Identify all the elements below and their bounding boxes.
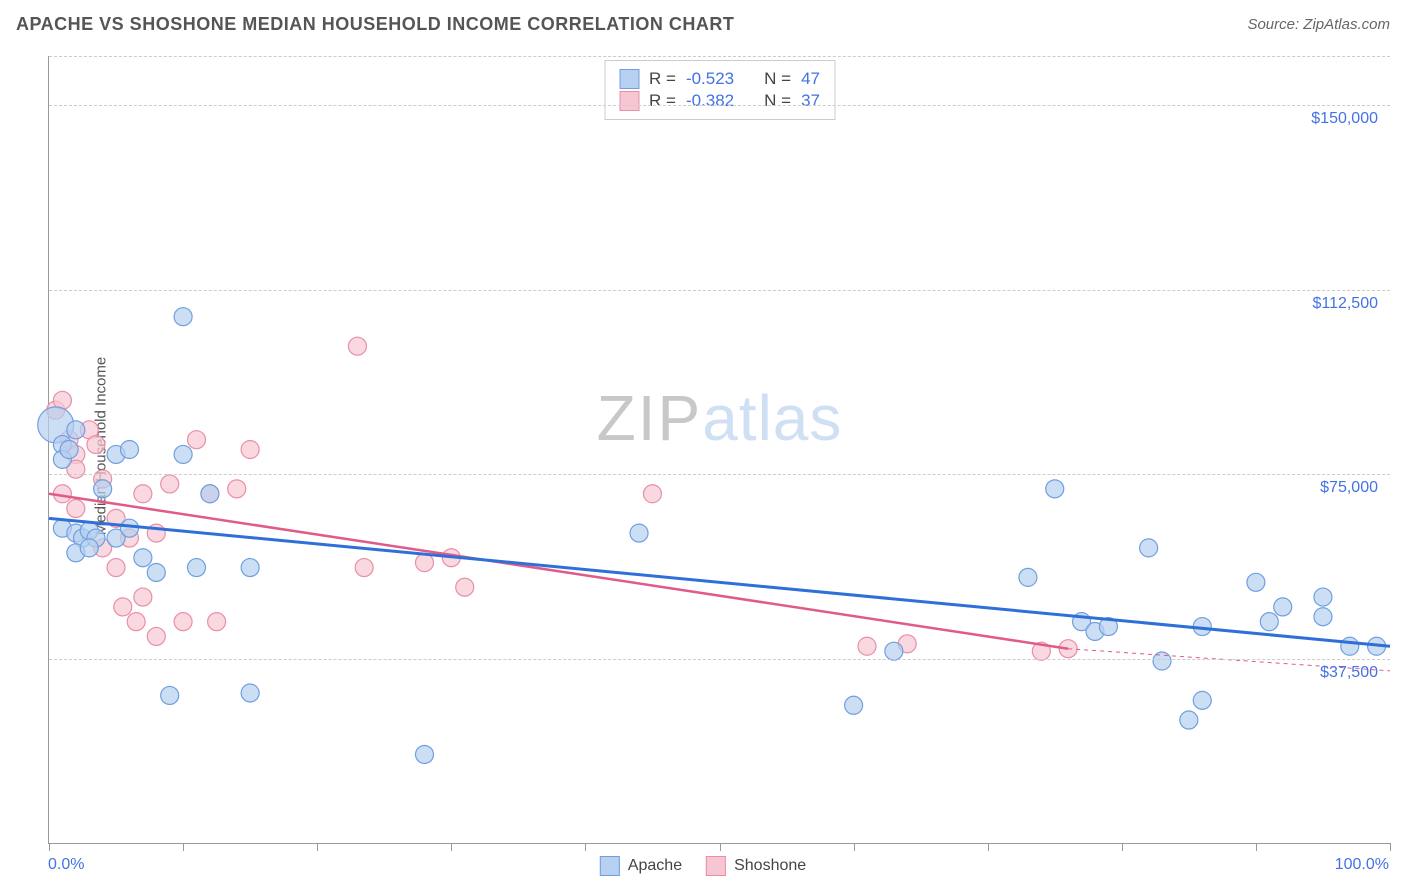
- data-point-shoshone: [456, 578, 474, 596]
- data-point-apache: [174, 308, 192, 326]
- stats-legend-box: R = -0.523 N = 47 R = -0.382 N = 37: [604, 60, 835, 120]
- stats-row-shoshone: R = -0.382 N = 37: [619, 91, 820, 111]
- legend-item-apache: Apache: [600, 856, 682, 876]
- y-tick-label: $150,000: [1311, 110, 1378, 128]
- data-point-apache: [1019, 568, 1037, 586]
- data-point-shoshone: [174, 613, 192, 631]
- data-point-apache: [1247, 573, 1265, 591]
- x-tick-label: 100.0%: [1335, 856, 1389, 874]
- data-point-shoshone: [67, 500, 85, 518]
- scatter-svg: [49, 56, 1390, 843]
- data-point-shoshone: [241, 441, 259, 459]
- data-point-apache: [1193, 691, 1211, 709]
- data-point-apache: [1153, 652, 1171, 670]
- y-tick-label: $75,000: [1320, 479, 1378, 497]
- stat-n-value-shoshone: 37: [801, 91, 820, 111]
- stats-row-apache: R = -0.523 N = 47: [619, 69, 820, 89]
- stat-r-value-apache: -0.523: [686, 69, 734, 89]
- x-tick: [854, 843, 855, 851]
- legend-item-shoshone: Shoshone: [706, 856, 806, 876]
- stat-r-label: R =: [649, 91, 676, 111]
- chart-title: APACHE VS SHOSHONE MEDIAN HOUSEHOLD INCO…: [16, 14, 734, 35]
- x-tick: [451, 843, 452, 851]
- data-point-shoshone: [228, 480, 246, 498]
- data-point-shoshone: [355, 559, 373, 577]
- data-point-shoshone: [134, 485, 152, 503]
- stat-r-label: R =: [649, 69, 676, 89]
- data-point-apache: [174, 445, 192, 463]
- data-point-shoshone: [107, 559, 125, 577]
- data-point-apache: [1341, 637, 1359, 655]
- data-point-apache: [1180, 711, 1198, 729]
- gridline: [49, 105, 1390, 106]
- data-point-shoshone: [134, 588, 152, 606]
- x-tick: [720, 843, 721, 851]
- data-point-apache: [161, 686, 179, 704]
- legend-label-apache: Apache: [628, 857, 682, 875]
- bottom-legend: Apache Shoshone: [600, 856, 806, 876]
- stat-n-label: N =: [764, 69, 791, 89]
- x-tick-label: 0.0%: [48, 856, 84, 874]
- gridline: [49, 290, 1390, 291]
- x-tick: [183, 843, 184, 851]
- stat-r-value-shoshone: -0.382: [686, 91, 734, 111]
- data-point-shoshone: [147, 627, 165, 645]
- gridline: [49, 659, 1390, 660]
- data-point-shoshone: [161, 475, 179, 493]
- swatch-apache: [619, 69, 639, 89]
- data-point-apache: [1140, 539, 1158, 557]
- data-point-apache: [845, 696, 863, 714]
- data-point-shoshone: [208, 613, 226, 631]
- data-point-apache: [60, 441, 78, 459]
- data-point-apache: [415, 745, 433, 763]
- data-point-shoshone: [114, 598, 132, 616]
- swatch-shoshone: [619, 91, 639, 111]
- data-point-apache: [1046, 480, 1064, 498]
- x-tick: [585, 843, 586, 851]
- data-point-apache: [120, 519, 138, 537]
- stat-n-value-apache: 47: [801, 69, 820, 89]
- x-tick: [988, 843, 989, 851]
- data-point-shoshone: [188, 431, 206, 449]
- data-point-shoshone: [87, 436, 105, 454]
- gridline: [49, 56, 1390, 57]
- data-point-apache: [885, 642, 903, 660]
- chart-plot-area: ZIPatlas R = -0.523 N = 47 R = -0.382 N …: [48, 56, 1390, 844]
- x-tick: [317, 843, 318, 851]
- data-point-apache: [630, 524, 648, 542]
- gridline: [49, 474, 1390, 475]
- stat-n-label: N =: [764, 91, 791, 111]
- data-point-apache: [1260, 613, 1278, 631]
- data-point-apache: [147, 563, 165, 581]
- x-tick: [1122, 843, 1123, 851]
- source-label: Source: ZipAtlas.com: [1247, 16, 1390, 33]
- data-point-apache: [120, 441, 138, 459]
- data-point-apache: [134, 549, 152, 567]
- data-point-apache: [241, 684, 259, 702]
- data-point-apache: [1314, 588, 1332, 606]
- data-point-shoshone: [127, 613, 145, 631]
- data-point-apache: [188, 559, 206, 577]
- swatch-shoshone: [706, 856, 726, 876]
- data-point-shoshone: [858, 637, 876, 655]
- data-point-apache: [67, 421, 85, 439]
- data-point-apache: [1314, 608, 1332, 626]
- data-point-apache: [80, 539, 98, 557]
- data-point-apache: [94, 480, 112, 498]
- trend-line-apache: [49, 518, 1390, 646]
- x-tick: [1390, 843, 1391, 851]
- data-point-shoshone: [415, 554, 433, 572]
- swatch-apache: [600, 856, 620, 876]
- data-point-apache: [241, 559, 259, 577]
- x-tick: [49, 843, 50, 851]
- y-tick-label: $37,500: [1320, 664, 1378, 682]
- data-point-apache: [1274, 598, 1292, 616]
- data-point-shoshone: [348, 337, 366, 355]
- legend-label-shoshone: Shoshone: [734, 857, 806, 875]
- data-point-apache: [201, 485, 219, 503]
- y-tick-label: $112,500: [1312, 295, 1378, 313]
- x-tick: [1256, 843, 1257, 851]
- data-point-shoshone: [643, 485, 661, 503]
